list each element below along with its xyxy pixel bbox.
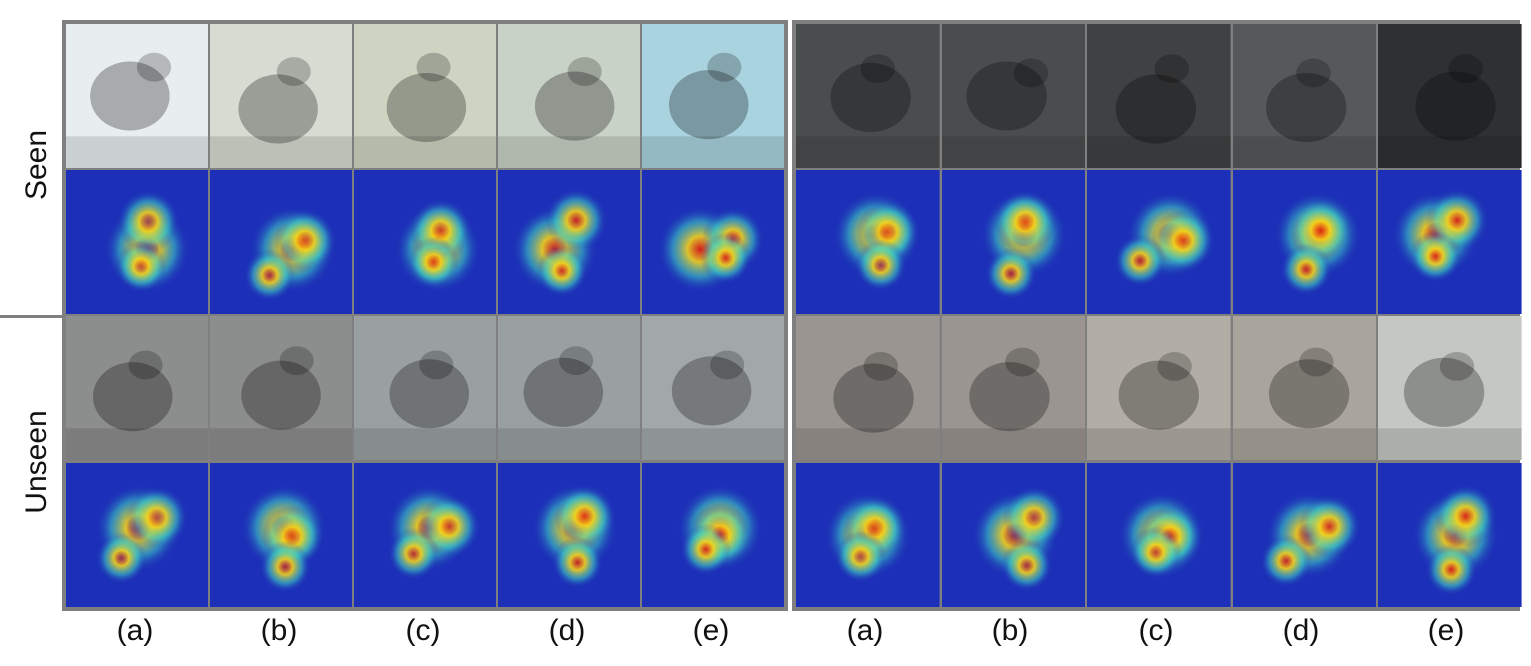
left-panel-albatross-in-water-photo-a <box>66 316 208 460</box>
left-panel-albatross-attention-heatmap-a <box>66 463 208 607</box>
left-panel-albatross-in-water-photo-b <box>210 316 352 460</box>
right-panel-seabird-attention-heatmap-d <box>1232 170 1377 314</box>
left-panel-albatross-in-water-photo-e <box>642 316 784 460</box>
group-divider <box>0 315 66 318</box>
column-label-e-right: (e) <box>1427 614 1465 647</box>
left-panel-albatross-in-water-photo-d <box>498 316 640 460</box>
left-panel-warbler-attention-heatmap-e <box>642 170 784 314</box>
right-panel-goose-attention-heatmap-d <box>1232 463 1377 607</box>
column-label-b-left: (b) <box>260 614 298 647</box>
right-panel-goose-attention-heatmap-e <box>1378 463 1522 607</box>
right-panel-dark-seabird-photo-b <box>941 24 1086 168</box>
left-panel-warbler-on-branch-photo-b <box>210 24 352 168</box>
left-panel-warbler-attention-heatmap-d <box>498 170 640 314</box>
left-panel-warbler-on-branch-photo-c <box>354 24 496 168</box>
column-label-d-right: (d) <box>1282 614 1320 647</box>
left-panel-warbler-on-branch-photo-a <box>66 24 208 168</box>
right-panel-goose-in-water-photo-c <box>1087 316 1231 460</box>
right-panel-goose-attention-heatmap-a <box>796 463 940 607</box>
left-panel-albatross-attention-heatmap-b <box>210 463 352 607</box>
left-panel-albatross-attention-heatmap-c <box>354 463 496 607</box>
right-panel-goose-in-water-photo-e <box>1378 316 1522 460</box>
left-panel-warbler-on-branch-photo-e <box>642 24 784 168</box>
right-panel-dark-seabird-photo-a <box>796 24 940 168</box>
column-label-c-left: (c) <box>405 614 441 647</box>
right-panel-seabird-attention-heatmap-a <box>796 170 940 314</box>
right-panel-dark-seabird-photo-c <box>1087 24 1231 168</box>
column-label-e-left: (e) <box>692 614 730 647</box>
right-panel-goose-attention-heatmap-b <box>941 463 1086 607</box>
right-panel-goose-attention-heatmap-c <box>1087 463 1231 607</box>
left-panel-warbler-attention-heatmap-a <box>66 170 208 314</box>
left-panel-albatross-attention-heatmap-d <box>498 463 640 607</box>
column-label-d-left: (d) <box>548 614 586 647</box>
right-panel-seabird-attention-heatmap-b <box>941 170 1086 314</box>
right-panel-goose-in-water-photo-a <box>796 316 940 460</box>
row-label-seen: Seen <box>20 129 53 201</box>
column-label-c-right: (c) <box>1138 614 1174 647</box>
right-panel-seabird-attention-heatmap-e <box>1378 170 1522 314</box>
left-panel-albatross-attention-heatmap-e <box>642 463 784 607</box>
left-panel-warbler-attention-heatmap-b <box>210 170 352 314</box>
left-panel-warbler-attention-heatmap-c <box>354 170 496 314</box>
right-panel-goose-in-water-photo-d <box>1232 316 1377 460</box>
column-label-a-right: (a) <box>846 614 884 647</box>
right-panel-dark-seabird-photo-d <box>1232 24 1377 168</box>
column-label-a-left: (a) <box>116 614 154 647</box>
row-label-unseen: Unseen <box>20 410 53 514</box>
right-panel-goose-in-water-photo-b <box>941 316 1086 460</box>
right-panel-seabird-attention-heatmap-c <box>1087 170 1231 314</box>
right-panel-dark-seabird-photo-e <box>1378 24 1522 168</box>
column-label-b-right: (b) <box>991 614 1029 647</box>
left-panel-albatross-in-water-photo-c <box>354 316 496 460</box>
left-panel-warbler-on-branch-photo-d <box>498 24 640 168</box>
